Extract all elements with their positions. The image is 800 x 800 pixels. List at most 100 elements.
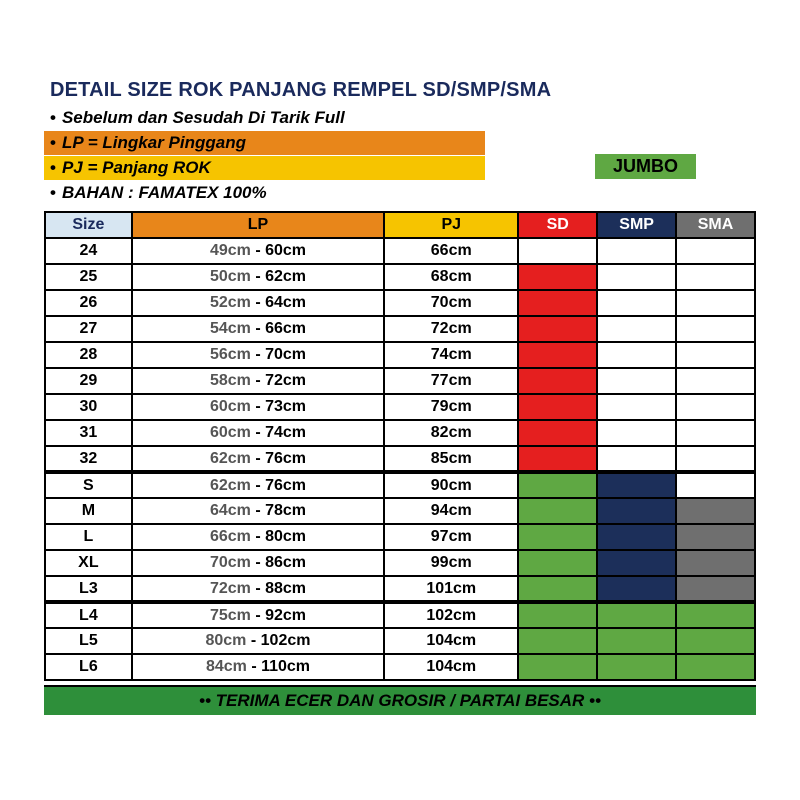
cell-pj: 97cm <box>384 524 518 550</box>
cell-sma <box>676 342 755 368</box>
table-row: L684cm - 110cm104cm <box>45 654 755 680</box>
cell-smp <box>597 472 676 498</box>
cell-sd <box>518 238 597 264</box>
bullet-icon: • <box>50 108 56 128</box>
cell-sd <box>518 290 597 316</box>
cell-size: L6 <box>45 654 132 680</box>
cell-pj: 94cm <box>384 498 518 524</box>
table-row: 2449cm - 60cm66cm <box>45 238 755 264</box>
table-row: L475cm - 92cm102cm <box>45 602 755 628</box>
cell-size: 24 <box>45 238 132 264</box>
cell-pj: 66cm <box>384 238 518 264</box>
cell-pj: 82cm <box>384 420 518 446</box>
cell-pj: 77cm <box>384 368 518 394</box>
cell-pj: 104cm <box>384 628 518 654</box>
cell-pj: 85cm <box>384 446 518 472</box>
cell-pj: 79cm <box>384 394 518 420</box>
cell-lp: 54cm - 66cm <box>132 316 384 342</box>
cell-size: M <box>45 498 132 524</box>
cell-size: S <box>45 472 132 498</box>
cell-sd <box>518 368 597 394</box>
cell-lp: 62cm - 76cm <box>132 472 384 498</box>
cell-smp <box>597 498 676 524</box>
cell-sma <box>676 238 755 264</box>
th-size: Size <box>45 212 132 238</box>
th-sma: SMA <box>676 212 755 238</box>
cell-sma <box>676 654 755 680</box>
cell-size: 28 <box>45 342 132 368</box>
cell-smp <box>597 446 676 472</box>
header-row: Size LP PJ SD SMP SMA <box>45 212 755 238</box>
cell-size: L5 <box>45 628 132 654</box>
cell-pj: 72cm <box>384 316 518 342</box>
legend-text: BAHAN : FAMATEX 100% <box>62 183 267 203</box>
size-chart-card: DETAIL SIZE ROK PANJANG REMPEL SD/SMP/SM… <box>20 67 780 733</box>
table-row: 2958cm - 72cm77cm <box>45 368 755 394</box>
cell-smp <box>597 316 676 342</box>
cell-lp: 70cm - 86cm <box>132 550 384 576</box>
table-row: 2550cm - 62cm68cm <box>45 264 755 290</box>
cell-sma <box>676 472 755 498</box>
table-row: XL70cm - 86cm99cm <box>45 550 755 576</box>
cell-sd <box>518 628 597 654</box>
cell-sma <box>676 524 755 550</box>
cell-sma <box>676 420 755 446</box>
cell-lp: 60cm - 74cm <box>132 420 384 446</box>
legend-before-after: • Sebelum dan Sesudah Di Tarik Full <box>44 106 756 130</box>
cell-sma <box>676 576 755 602</box>
cell-sma <box>676 394 755 420</box>
cell-smp <box>597 342 676 368</box>
table-row: 2754cm - 66cm72cm <box>45 316 755 342</box>
bullet-icon: • <box>50 183 56 203</box>
cell-smp <box>597 264 676 290</box>
cell-lp: 64cm - 78cm <box>132 498 384 524</box>
cell-sd <box>518 316 597 342</box>
cell-pj: 74cm <box>384 342 518 368</box>
th-sd: SD <box>518 212 597 238</box>
cell-size: XL <box>45 550 132 576</box>
cell-sd <box>518 446 597 472</box>
legend-text: Sebelum dan Sesudah Di Tarik Full <box>62 108 345 128</box>
cell-size: 29 <box>45 368 132 394</box>
cell-size: 27 <box>45 316 132 342</box>
cell-smp <box>597 524 676 550</box>
table-row: 2652cm - 64cm70cm <box>45 290 755 316</box>
cell-pj: 70cm <box>384 290 518 316</box>
cell-sma <box>676 264 755 290</box>
cell-pj: 102cm <box>384 602 518 628</box>
cell-lp: 58cm - 72cm <box>132 368 384 394</box>
table-body: 2449cm - 60cm66cm2550cm - 62cm68cm2652cm… <box>45 238 755 680</box>
table-row: S62cm - 76cm90cm <box>45 472 755 498</box>
cell-smp <box>597 550 676 576</box>
cell-sma <box>676 368 755 394</box>
cell-sd <box>518 498 597 524</box>
cell-sd <box>518 550 597 576</box>
cell-lp: 50cm - 62cm <box>132 264 384 290</box>
cell-size: L3 <box>45 576 132 602</box>
cell-smp <box>597 238 676 264</box>
legend-pj-row: • PJ = Panjang ROK JUMBO <box>44 156 756 180</box>
cell-lp: 52cm - 64cm <box>132 290 384 316</box>
cell-size: 26 <box>45 290 132 316</box>
table-row: L372cm - 88cm101cm <box>45 576 755 602</box>
table-row: L580cm - 102cm104cm <box>45 628 755 654</box>
th-lp: LP <box>132 212 384 238</box>
cell-smp <box>597 602 676 628</box>
table-row: L66cm - 80cm97cm <box>45 524 755 550</box>
footer-banner: •• TERIMA ECER DAN GROSIR / PARTAI BESAR… <box>44 685 756 715</box>
cell-pj: 68cm <box>384 264 518 290</box>
cell-smp <box>597 290 676 316</box>
cell-pj: 101cm <box>384 576 518 602</box>
cell-pj: 104cm <box>384 654 518 680</box>
legend-pj: • PJ = Panjang ROK <box>44 156 485 180</box>
cell-sma <box>676 498 755 524</box>
th-pj: PJ <box>384 212 518 238</box>
cell-smp <box>597 628 676 654</box>
cell-smp <box>597 576 676 602</box>
cell-size: 31 <box>45 420 132 446</box>
cell-lp: 66cm - 80cm <box>132 524 384 550</box>
legend-text: PJ = Panjang ROK <box>62 158 211 178</box>
cell-sma <box>676 628 755 654</box>
size-table: Size LP PJ SD SMP SMA 2449cm - 60cm66cm2… <box>44 211 756 681</box>
cell-size: 30 <box>45 394 132 420</box>
